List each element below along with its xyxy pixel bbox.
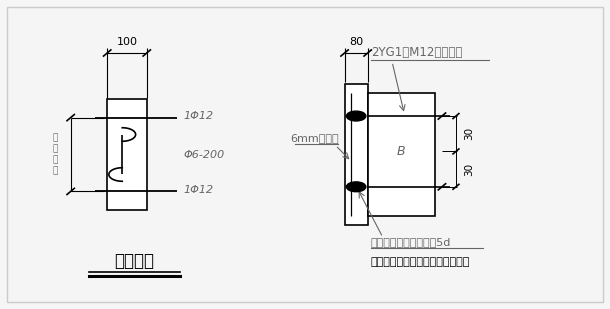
Text: 抱框主筋与钒板双面焊5d: 抱框主筋与钒板双面焊5d xyxy=(371,237,451,247)
Text: 2YG1型M12胀锡螺栓: 2YG1型M12胀锡螺栓 xyxy=(371,46,462,60)
Text: 1Φ12: 1Φ12 xyxy=(183,111,214,121)
Text: 抱框作法: 抱框作法 xyxy=(115,252,154,270)
Text: 100: 100 xyxy=(117,37,137,48)
Text: 80: 80 xyxy=(349,37,363,48)
Text: B: B xyxy=(397,145,406,158)
Bar xyxy=(368,93,435,216)
Circle shape xyxy=(346,111,366,121)
Bar xyxy=(107,99,147,210)
Text: 下部锡入楼板，上部与系梁连接。: 下部锡入楼板，上部与系梁连接。 xyxy=(371,257,470,267)
Text: Φ6-200: Φ6-200 xyxy=(183,150,224,159)
Text: 四
层
楼
板: 四 层 楼 板 xyxy=(53,133,58,176)
Circle shape xyxy=(346,182,366,192)
Bar xyxy=(345,84,368,225)
Text: 6mm厅钒板: 6mm厅钒板 xyxy=(290,133,339,142)
Text: 30: 30 xyxy=(464,163,475,176)
Text: 30: 30 xyxy=(464,127,475,140)
Text: 1Φ12: 1Φ12 xyxy=(183,185,214,195)
